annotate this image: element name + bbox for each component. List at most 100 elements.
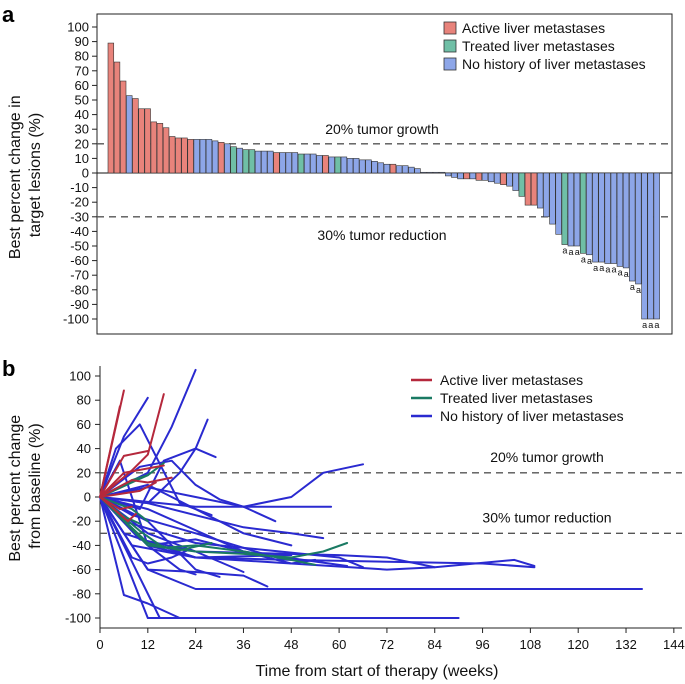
panel-a-bar bbox=[138, 108, 145, 174]
panel-a-bar bbox=[592, 172, 599, 263]
panel-a-bar bbox=[377, 162, 384, 174]
panel-b-ytick-label: 20 bbox=[77, 465, 91, 480]
panel-a-bar-marker: a bbox=[569, 247, 574, 257]
panel-a-y-axis: 1009080706050403020100-10-20-30-40-50-60… bbox=[63, 20, 97, 327]
panel-a: a 1009080706050403020100-10-20-30-40-50-… bbox=[2, 2, 673, 335]
panel-a-bar bbox=[438, 171, 446, 174]
panel-a-bar bbox=[353, 158, 360, 174]
panel-a-bar bbox=[113, 61, 121, 174]
panel-b-xtick-label: 36 bbox=[236, 637, 250, 652]
panel-b-series-line bbox=[99, 396, 149, 498]
panel-a-reference-label: 20% tumor growth bbox=[325, 121, 439, 137]
panel-b-series-line bbox=[99, 496, 133, 511]
panel-a-bar bbox=[273, 152, 280, 174]
panel-b-series-line bbox=[99, 496, 349, 559]
panel-a-bar bbox=[647, 172, 654, 320]
panel-b-xtick-label: 72 bbox=[380, 637, 394, 652]
panel-a-bar bbox=[285, 152, 292, 174]
panel-a-legend-label: No history of liver metastases bbox=[462, 56, 646, 72]
panel-b-series-line bbox=[99, 496, 213, 552]
panel-b-series-line bbox=[99, 496, 189, 565]
panel-a-ytick-label: 50 bbox=[75, 93, 89, 108]
panel-a-legend-swatch bbox=[443, 57, 457, 71]
panel-a-bar bbox=[604, 172, 611, 264]
panel-a-bar-marker: a bbox=[562, 246, 567, 256]
panel-a-bar-marker: a bbox=[654, 320, 659, 330]
panel-a-label: a bbox=[2, 2, 15, 27]
panel-a-bar-marker: a bbox=[611, 265, 616, 275]
panel-b-series-line bbox=[99, 496, 197, 619]
panel-b-xtick-label: 12 bbox=[141, 637, 155, 652]
panel-a-bar bbox=[359, 159, 366, 174]
panel-b-series-line bbox=[99, 405, 121, 498]
panel-a-bar bbox=[334, 156, 341, 174]
panel-a-legend-label: Treated liver metastases bbox=[462, 38, 615, 54]
panel-b-series-line bbox=[99, 423, 213, 517]
panel-a-bar bbox=[518, 172, 525, 197]
panel-a-bar bbox=[119, 80, 127, 174]
panel-a-legend-swatch bbox=[443, 39, 457, 53]
panel-a-bar-marker: a bbox=[642, 320, 647, 330]
panel-b-xtick-label: 84 bbox=[428, 637, 442, 652]
panel-b-series-line bbox=[99, 447, 217, 511]
panel-a-bar bbox=[586, 172, 593, 256]
panel-a-bar bbox=[537, 172, 544, 209]
panel-a-frame bbox=[96, 13, 673, 335]
panel-a-ytick-label: -10 bbox=[70, 180, 89, 195]
panel-a-bar bbox=[150, 121, 157, 174]
panel-b-series-line bbox=[99, 464, 165, 498]
panel-b-xtick-label: 144 bbox=[663, 637, 685, 652]
panel-a-bar bbox=[340, 156, 348, 174]
panel-b-series-line bbox=[99, 476, 173, 498]
panel-a-bar bbox=[187, 139, 194, 174]
panel-a-bar bbox=[567, 172, 575, 247]
panel-a-bar bbox=[512, 172, 519, 191]
panel-b-series-line bbox=[99, 450, 149, 498]
panel-b-ytick-label: -20 bbox=[72, 514, 91, 529]
panel-a-ytick-label: 30 bbox=[75, 122, 89, 137]
panel-b-series-line bbox=[99, 418, 209, 505]
panel-a-bar bbox=[193, 139, 200, 174]
panel-a-bar-marker: a bbox=[618, 267, 623, 277]
panel-a-bar bbox=[432, 171, 440, 174]
panel-b-label: b bbox=[2, 356, 15, 381]
panel-a-bar bbox=[126, 95, 133, 174]
panel-a-legend-swatch bbox=[443, 21, 457, 35]
panel-b-xlabel: Time from start of therapy (weeks) bbox=[255, 663, 498, 680]
panel-a-ytick-label: -50 bbox=[70, 239, 89, 254]
panel-b-ytick-label: 40 bbox=[77, 441, 91, 456]
panel-a-bar bbox=[218, 142, 225, 174]
panel-b-series-line bbox=[99, 459, 277, 523]
panel-a-ytick-label: 100 bbox=[67, 20, 89, 35]
panel-b-series-line bbox=[99, 481, 157, 498]
panel-b-xtick-label: 24 bbox=[188, 637, 202, 652]
panel-a-bar-marker: a bbox=[624, 269, 629, 279]
panel-a-bar-marker: a bbox=[587, 256, 592, 266]
panel-a-bar bbox=[383, 163, 391, 174]
panel-a-bar bbox=[457, 172, 464, 180]
panel-a-bar bbox=[653, 172, 660, 320]
panel-a-bar bbox=[224, 143, 231, 174]
panel-a-bar bbox=[389, 163, 397, 174]
panel-a-ytick-label: -70 bbox=[70, 268, 89, 283]
panel-a-bar bbox=[107, 42, 115, 174]
panel-a-bar bbox=[230, 146, 237, 174]
panel-a-bar bbox=[610, 172, 617, 264]
panel-a-bar bbox=[487, 172, 495, 183]
panel-a-bar bbox=[573, 172, 581, 247]
panel-b-series-line bbox=[99, 496, 137, 523]
panel-a-bar bbox=[616, 172, 624, 267]
panel-a-bar-marker: a bbox=[593, 263, 598, 273]
panel-b-xtick-label: 108 bbox=[520, 637, 542, 652]
panel-a-bar-marker: a bbox=[581, 254, 586, 264]
panel-a-bar bbox=[211, 140, 219, 174]
panel-b-series-line bbox=[99, 393, 165, 498]
panel-a-bar bbox=[242, 149, 249, 174]
panel-a-ytick-label: -20 bbox=[70, 195, 89, 210]
panel-b-xtick-label: 48 bbox=[284, 637, 298, 652]
panel-a-ytick-label: -40 bbox=[70, 224, 89, 239]
panel-b-ytick-label: -80 bbox=[72, 586, 91, 601]
panel-a-bar bbox=[346, 158, 354, 174]
panel-b-ytick-label: 60 bbox=[77, 417, 91, 432]
panel-b: b 100 80 60 40 20 0 -20 -40 -60 -80 -100 0 12 24 36 48 6… bbox=[2, 356, 685, 680]
